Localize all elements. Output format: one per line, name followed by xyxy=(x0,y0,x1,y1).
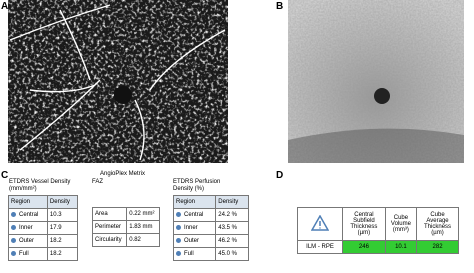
cell-text: 0.82 xyxy=(129,237,141,243)
cell-text: 0.22 mm² xyxy=(129,211,155,217)
row: Full 45.0 % xyxy=(172,247,249,261)
thickness-table: Central Subfield Thickness (µm) Cube Volu… xyxy=(297,207,459,254)
row: Central 24.2 % xyxy=(172,208,249,222)
region-icon xyxy=(11,250,16,256)
cell: 18.2 xyxy=(46,247,79,261)
cell-text: 45.0 % xyxy=(218,251,237,257)
cell-text: Outer xyxy=(184,238,200,245)
cell-text: Outer xyxy=(19,238,35,245)
cell-text: 18.2 xyxy=(49,251,62,257)
cell-text: 18.2 xyxy=(49,238,62,244)
panel-label: D xyxy=(276,170,284,181)
table-title: ETDRS Perfusion Density (%) xyxy=(173,179,221,192)
cell: Full xyxy=(172,247,217,261)
cell: Area xyxy=(91,207,128,221)
cell: 282 xyxy=(416,240,459,254)
cell-text: Central xyxy=(184,212,204,219)
cell: 246 xyxy=(342,240,386,254)
row: Area 0.22 mm² xyxy=(91,207,160,221)
cell-text: Full xyxy=(184,251,194,258)
vessels xyxy=(9,4,226,161)
header-cell: Region xyxy=(8,195,48,209)
row: ILM - RPE 246 10.1 282 xyxy=(297,240,459,254)
header-cell: Region xyxy=(172,195,217,209)
cell: 0.82 xyxy=(126,233,160,247)
cell-text: 24.2 % xyxy=(218,212,237,218)
cell: Outer xyxy=(172,234,217,248)
row: Outer 46.2 % xyxy=(172,234,249,248)
cell-text: Inner xyxy=(184,225,198,232)
cell-text: Inner xyxy=(19,225,33,232)
table-title: FAZ xyxy=(92,179,104,185)
cell-text: Perimeter xyxy=(95,224,122,230)
row: Circularity 0.82 xyxy=(91,233,160,247)
cell-text: 17.9 xyxy=(49,225,62,231)
panel-label: C xyxy=(1,170,9,181)
header-cell: Cube Volume (mm³) xyxy=(384,207,418,241)
table-title: ETDRS Vessel Density (mm/mm²) xyxy=(9,179,71,192)
cell: 17.9 xyxy=(46,221,79,235)
region-icon xyxy=(11,211,16,217)
panel-label: A xyxy=(1,1,9,12)
cell: 0.22 mm² xyxy=(126,207,160,221)
metrix-title: AngioPlex Metrix xyxy=(100,171,146,177)
cell: Outer xyxy=(8,234,48,248)
header-cell: Density xyxy=(215,195,249,209)
header-row: Region Density xyxy=(172,195,249,209)
region-icon xyxy=(11,224,16,230)
cell-text: 43.5 % xyxy=(218,225,237,231)
cell: 46.2 % xyxy=(215,234,249,248)
row: Central 10.3 xyxy=(8,208,79,222)
cell-text: 1.83 mm xyxy=(129,224,153,230)
fovea xyxy=(374,88,390,104)
cell: 43.5 % xyxy=(215,221,249,235)
header-row: Central Subfield Thickness (µm) Cube Volu… xyxy=(297,207,459,241)
vessel-table: Region Density Central 10.3 Inner 17.9 Outer 18… xyxy=(8,195,79,261)
cell-text: 46.2 % xyxy=(218,238,237,244)
cell: Inner xyxy=(8,221,48,235)
row: Inner 43.5 % xyxy=(172,221,249,235)
cell: 18.2 xyxy=(46,234,79,248)
cell-text: Central xyxy=(19,212,39,219)
faz-table: Area 0.22 mm² Perimeter 1.83 mm Circularity 0… xyxy=(91,207,160,247)
header-cell: Density xyxy=(46,195,79,209)
region-icon xyxy=(176,224,181,230)
cell: 24.2 % xyxy=(215,208,249,222)
perfusion-table: Region Density Central 24.2 % Inner 43.5 % Out… xyxy=(172,195,249,261)
cell-text: Area xyxy=(95,211,108,217)
cell-text: Full xyxy=(19,251,29,258)
cell: Perimeter xyxy=(91,220,128,234)
warning-icon-cell xyxy=(297,207,343,241)
cell: 10.1 xyxy=(384,240,418,254)
shadow xyxy=(288,128,464,163)
cell: 1.83 mm xyxy=(126,220,160,234)
faz xyxy=(114,86,132,104)
cell-text: 10.3 xyxy=(49,212,62,218)
cell: Circularity xyxy=(91,233,128,247)
cell: ILM - RPE xyxy=(297,240,343,254)
images xyxy=(8,0,464,163)
region-icon xyxy=(176,250,181,256)
row: Inner 17.9 xyxy=(8,221,79,235)
header-cell: Central Subfield Thickness (µm) xyxy=(342,207,386,241)
cell: 45.0 % xyxy=(215,247,249,261)
row: Full 18.2 xyxy=(8,247,79,261)
region-icon xyxy=(176,237,181,243)
image-a-texture xyxy=(8,0,228,163)
row: Perimeter 1.83 mm xyxy=(91,220,160,234)
region-icon xyxy=(176,211,181,217)
cell: Central xyxy=(172,208,217,222)
cell: Central xyxy=(8,208,48,222)
cell: Inner xyxy=(172,221,217,235)
region-icon xyxy=(11,237,16,243)
header-row: Region Density xyxy=(8,195,79,209)
cell-text: Circularity xyxy=(95,237,122,243)
header-cell: Cube Average Thickness (µm) xyxy=(416,207,459,241)
warning-icon xyxy=(310,214,330,231)
cell: 10.3 xyxy=(46,208,79,222)
row: Outer 18.2 xyxy=(8,234,79,248)
cell: Full xyxy=(8,247,48,261)
panel-label: B xyxy=(276,1,284,12)
